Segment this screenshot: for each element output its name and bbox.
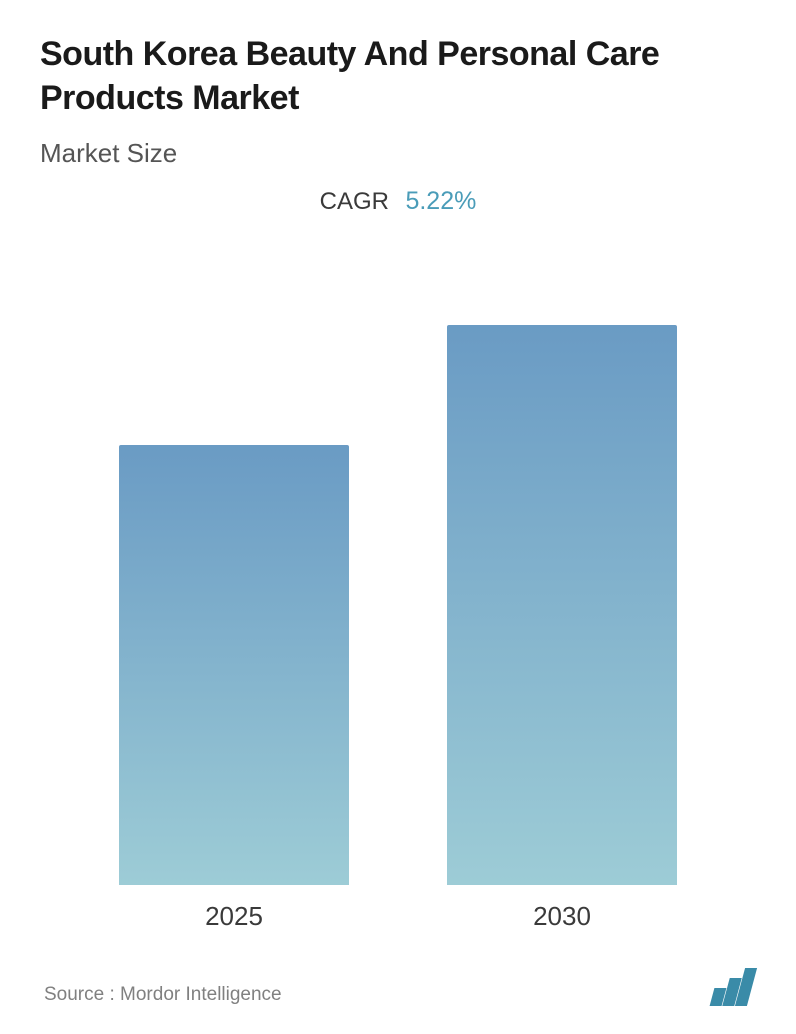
bar-label-2030: 2030 <box>533 901 591 932</box>
footer: Source : Mordor Intelligence <box>40 968 756 1014</box>
chart-area: 2025 2030 <box>40 266 756 932</box>
cagr-label: CAGR <box>320 188 389 215</box>
chart-container: South Korea Beauty And Personal Care Pro… <box>0 0 796 1034</box>
bar-2030 <box>447 325 677 885</box>
chart-title: South Korea Beauty And Personal Care Pro… <box>40 32 756 120</box>
cagr-row: CAGR 5.22% <box>40 187 756 216</box>
logo-icon <box>712 968 752 1006</box>
bar-wrapper-0: 2025 <box>86 445 381 932</box>
bar-label-2025: 2025 <box>205 901 263 932</box>
cagr-value: 5.22% <box>405 187 476 215</box>
bar-2025 <box>119 445 349 885</box>
bar-wrapper-1: 2030 <box>414 325 709 932</box>
chart-subtitle: Market Size <box>40 138 756 169</box>
source-text: Source : Mordor Intelligence <box>44 984 282 1006</box>
